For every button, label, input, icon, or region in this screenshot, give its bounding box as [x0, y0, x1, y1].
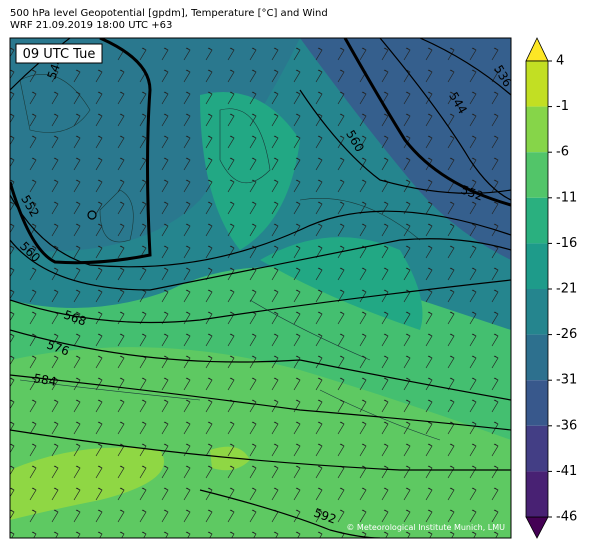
- contours: [10, 38, 511, 538]
- colorbar-tick-label: -36: [556, 418, 577, 433]
- colorbar-band: [526, 61, 548, 107]
- time-box: [15, 43, 103, 64]
- colorbar-band: [526, 243, 548, 289]
- colorbar-tick-label: -6: [556, 145, 569, 160]
- colorbar-band: [526, 425, 548, 472]
- title: 500 hPa level Geopotential [gpdm], Tempe…: [10, 8, 328, 19]
- colorbar-band: [526, 152, 548, 198]
- colorbar-tick-label: -16: [556, 236, 577, 251]
- contour-label: 584: [33, 371, 58, 389]
- colorbar-band: [526, 106, 548, 153]
- colorbar-band: [526, 380, 548, 426]
- colorbar-tick-label: -41: [556, 464, 577, 479]
- colorbar-band: [526, 471, 548, 517]
- map-frame: [9, 37, 512, 539]
- colorbar-band: [526, 334, 548, 381]
- colorbar-tick-label: 4: [556, 54, 564, 69]
- colorbar: 4 -1 -6 -11 -16 -21 -26 -31 -36 -41 -46: [525, 37, 577, 539]
- subtitle: WRF 21.09.2019 18:00 UTC +63: [10, 20, 172, 31]
- colorbar-band: [526, 289, 548, 335]
- colorbar-tick-label: -11: [556, 190, 577, 205]
- colorbar-band: [526, 197, 548, 244]
- credit: © Meteorological Institute Munich, LMU: [346, 523, 505, 532]
- wind-barbs: [10, 38, 511, 538]
- colorbar-extension: [525, 37, 549, 62]
- colorbar-tick-label: -46: [556, 510, 577, 525]
- time-label: 09 UTC Tue: [23, 47, 96, 62]
- colorbar-extension: [525, 516, 549, 539]
- colorbar-tick-label: -1: [556, 99, 569, 114]
- colorbar-tick-label: -21: [556, 282, 577, 297]
- colorbar-tick-label: -26: [556, 327, 577, 342]
- colorbar-tick-label: -31: [556, 373, 577, 388]
